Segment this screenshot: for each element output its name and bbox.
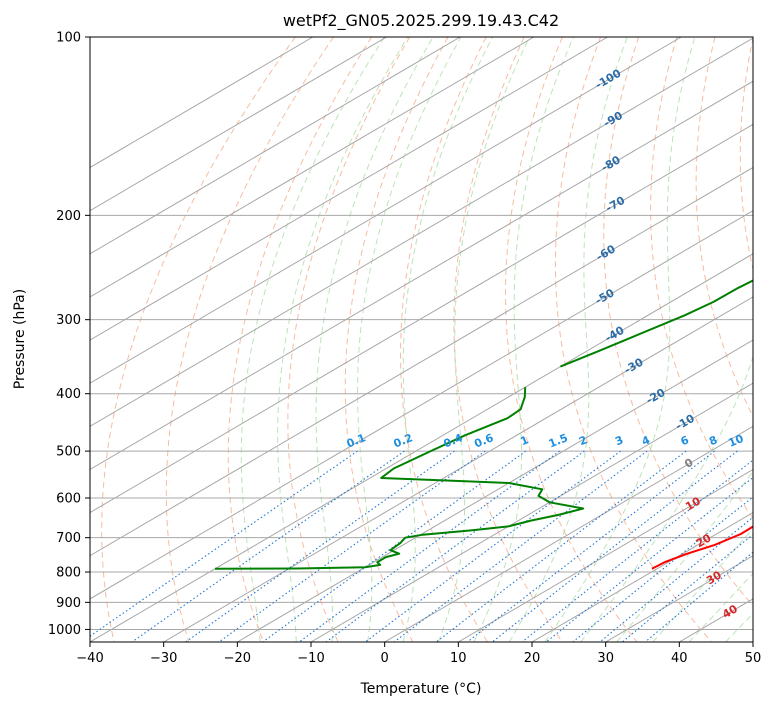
y-tick-label: 300 xyxy=(56,313,81,328)
x-tick-label: 40 xyxy=(671,651,688,666)
moist-adiabat xyxy=(402,37,494,642)
isotherm-line xyxy=(90,253,753,642)
isotherm-line xyxy=(90,37,535,298)
moist-adiabat xyxy=(508,37,628,642)
dry-adiabat xyxy=(344,37,449,642)
dewpoint-profile xyxy=(560,279,753,368)
mixing-ratio-label: 3 xyxy=(613,433,625,448)
mixing-ratio-label: 2 xyxy=(577,433,589,448)
mixing-ratio-line xyxy=(325,450,585,642)
mixing-ratio-line xyxy=(185,450,455,642)
x-tick-label: −20 xyxy=(224,651,251,666)
dry-adiabat xyxy=(554,37,713,642)
y-tick-label: 600 xyxy=(56,492,81,507)
y-tick-label: 800 xyxy=(56,566,81,581)
x-tick-label: 30 xyxy=(597,651,614,666)
mixing-ratio-line xyxy=(491,450,738,642)
mixing-ratio-line xyxy=(599,516,753,642)
moist-adiabat xyxy=(240,37,385,642)
mixing-ratio-line xyxy=(393,450,648,642)
isotherm-line xyxy=(90,210,753,600)
isotherm-line xyxy=(90,37,314,169)
dry-adiabat xyxy=(101,37,296,642)
isotherm-line xyxy=(90,37,387,212)
isotherm-line xyxy=(458,468,753,642)
dry-adiabat xyxy=(453,37,563,642)
x-tick-label: 0 xyxy=(381,651,389,666)
x-tick-label: −30 xyxy=(150,651,177,666)
y-tick-label: 900 xyxy=(56,596,81,611)
x-tick-label: 10 xyxy=(450,651,467,666)
x-axis-label: Temperature (°C) xyxy=(360,681,482,697)
isotherm-line xyxy=(90,80,753,471)
y-tick-label: 1000 xyxy=(48,623,81,638)
isotherm-line xyxy=(90,37,608,341)
mixing-ratio-line xyxy=(572,496,753,642)
isotherm-line xyxy=(90,166,753,557)
moist-adiabat xyxy=(315,37,434,642)
mixing-ratio-line xyxy=(467,450,715,642)
plot-frame xyxy=(89,36,754,643)
y-tick-label: 200 xyxy=(56,209,81,224)
x-tick-label: 50 xyxy=(745,651,762,666)
moist-adiabat xyxy=(357,37,462,642)
y-axis-label: Pressure (hPa) xyxy=(12,289,28,389)
dry-adiabat xyxy=(603,37,753,607)
x-tick-label: −40 xyxy=(76,651,103,666)
mixing-ratio-line xyxy=(545,476,753,642)
isotherm-line xyxy=(310,382,753,642)
isotherm-line xyxy=(90,37,461,255)
mixing-ratio-line xyxy=(364,450,621,642)
dry-adiabat xyxy=(165,37,334,642)
y-tick-label: 500 xyxy=(56,445,81,460)
mixing-ratio-line xyxy=(262,450,527,642)
isotherm-line xyxy=(237,339,753,642)
y-tick-label: 100 xyxy=(56,31,81,46)
y-tick-label: 400 xyxy=(56,387,81,402)
moist-adiabat xyxy=(580,355,753,642)
chart-title: wetPf2_GN05.2025.299.19.43.C42 xyxy=(283,11,559,31)
mixing-ratio-line xyxy=(622,533,753,642)
moist-adiabat xyxy=(473,37,574,642)
isotherm-line xyxy=(90,37,753,427)
y-tick-label: 700 xyxy=(56,531,81,546)
mixing-ratio-label: 10 xyxy=(726,432,745,450)
isotherm-line xyxy=(90,37,682,384)
isotherm-line xyxy=(163,296,753,642)
mixing-ratio-line xyxy=(90,450,358,637)
dewpoint-profile xyxy=(214,387,585,570)
x-tick-label: 20 xyxy=(524,651,541,666)
mixing-ratio-line xyxy=(131,450,405,642)
mixing-ratio-label: 1 xyxy=(519,433,531,448)
dry-adiabat xyxy=(287,37,411,642)
moist-adiabat xyxy=(544,37,696,642)
x-tick-label: −10 xyxy=(297,651,324,666)
isotherm-line xyxy=(90,123,753,514)
dry-adiabat xyxy=(505,37,638,642)
dry-adiabat xyxy=(227,37,373,642)
moist-adiabat xyxy=(277,37,409,642)
isotherm-line xyxy=(384,425,753,642)
isotherm-line xyxy=(531,512,753,642)
mixing-ratio-label: 8 xyxy=(707,433,719,448)
moist-adiabat xyxy=(438,37,530,642)
